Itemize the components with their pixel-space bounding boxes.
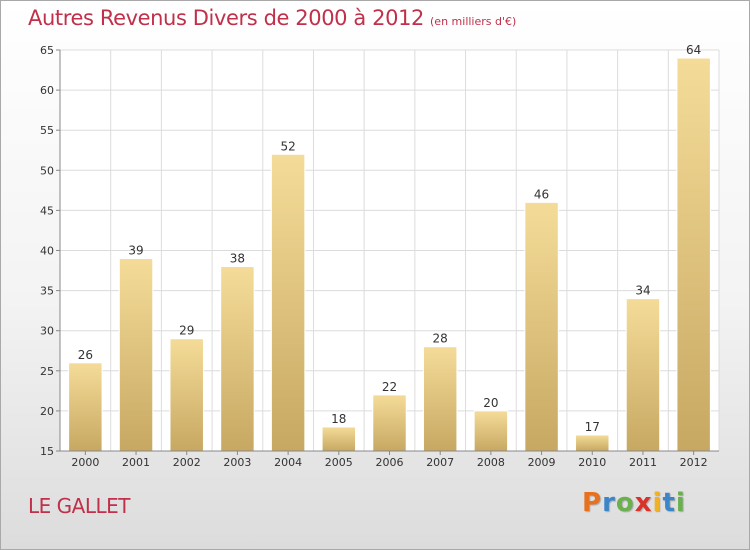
- y-tick-label: 55: [40, 124, 54, 137]
- x-tick-label: 2002: [173, 456, 201, 469]
- y-tick-label: 30: [40, 325, 54, 338]
- x-tick-label: 2010: [578, 456, 606, 469]
- bar-value-label: 29: [179, 324, 194, 338]
- bar: [575, 434, 610, 452]
- chart-title: Autres Revenus Divers de 2000 à 2012 (en …: [28, 6, 517, 30]
- y-tick-label: 65: [40, 44, 54, 57]
- logo-letter: o: [615, 488, 635, 518]
- bar: [473, 410, 509, 452]
- logo-letter: r: [602, 488, 616, 518]
- bar-value-label: 39: [128, 244, 143, 258]
- x-tick-label: 2001: [122, 456, 150, 469]
- bar-value-label: 22: [382, 380, 397, 394]
- x-tick-label: 2006: [376, 456, 404, 469]
- y-tick-label: 15: [40, 445, 54, 458]
- chart-subtitle: (en milliers d'€): [430, 15, 517, 28]
- bar-value-label: 28: [433, 332, 448, 346]
- bar-value-label: 17: [585, 420, 600, 434]
- y-tick-label: 45: [40, 204, 54, 217]
- bar: [625, 298, 661, 452]
- x-tick-label: 2007: [426, 456, 454, 469]
- bar-value-label: 46: [534, 187, 549, 201]
- y-tick-label: 60: [40, 84, 54, 97]
- y-tick-label: 25: [40, 365, 54, 378]
- proxiti-logo[interactable]: Proxiti: [582, 488, 686, 518]
- bar-value-label: 38: [230, 252, 245, 266]
- x-tick-label: 2009: [528, 456, 556, 469]
- logo-letter: t: [662, 488, 676, 518]
- bar-value-label: 26: [78, 348, 93, 362]
- bar: [524, 201, 559, 452]
- bar: [372, 394, 407, 452]
- location-name: LE GALLET: [28, 494, 130, 518]
- bar: [422, 346, 458, 452]
- x-tick-label: 2005: [325, 456, 353, 469]
- x-tick-label: 2011: [629, 456, 657, 469]
- bar: [118, 258, 154, 452]
- y-tick-label: 50: [40, 164, 54, 177]
- x-tick-label: 2008: [477, 456, 505, 469]
- bar-value-label: 18: [331, 412, 346, 426]
- logo-letter: i: [675, 488, 686, 518]
- bar-value-label: 64: [686, 43, 701, 57]
- y-tick-label: 20: [40, 405, 54, 418]
- logo-letter: i: [652, 488, 663, 518]
- x-tick-label: 2004: [274, 456, 302, 469]
- x-tick-label: 2003: [223, 456, 251, 469]
- bar: [220, 266, 255, 452]
- bar-value-label: 34: [635, 284, 650, 298]
- logo-letter: x: [634, 488, 653, 518]
- y-tick-label: 35: [40, 285, 54, 298]
- x-tick-label: 2000: [71, 456, 99, 469]
- bar-value-label: 52: [280, 139, 295, 153]
- bar: [676, 57, 711, 452]
- x-tick-label: 2012: [680, 456, 708, 469]
- bar-value-label: 20: [483, 396, 498, 410]
- logo-letter: P: [582, 488, 603, 518]
- bar: [270, 153, 306, 452]
- bar: [321, 426, 357, 452]
- bars: 26 39 29 38 52 18 22 28 20 46 17 34 64: [68, 43, 711, 452]
- bar: [68, 362, 103, 452]
- bar: [169, 338, 204, 452]
- axes: 15 20 25 30 35 40 45 50 55 60 65 2000 2001 2002 2003 20…: [40, 44, 719, 469]
- y-tick-label: 40: [40, 245, 54, 258]
